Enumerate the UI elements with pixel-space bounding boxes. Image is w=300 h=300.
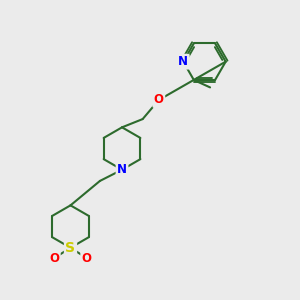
- Text: O: O: [82, 252, 92, 265]
- Text: O: O: [49, 252, 59, 265]
- Text: O: O: [154, 93, 164, 106]
- Text: N: N: [178, 55, 188, 68]
- Text: S: S: [65, 241, 76, 255]
- Text: N: N: [117, 163, 127, 176]
